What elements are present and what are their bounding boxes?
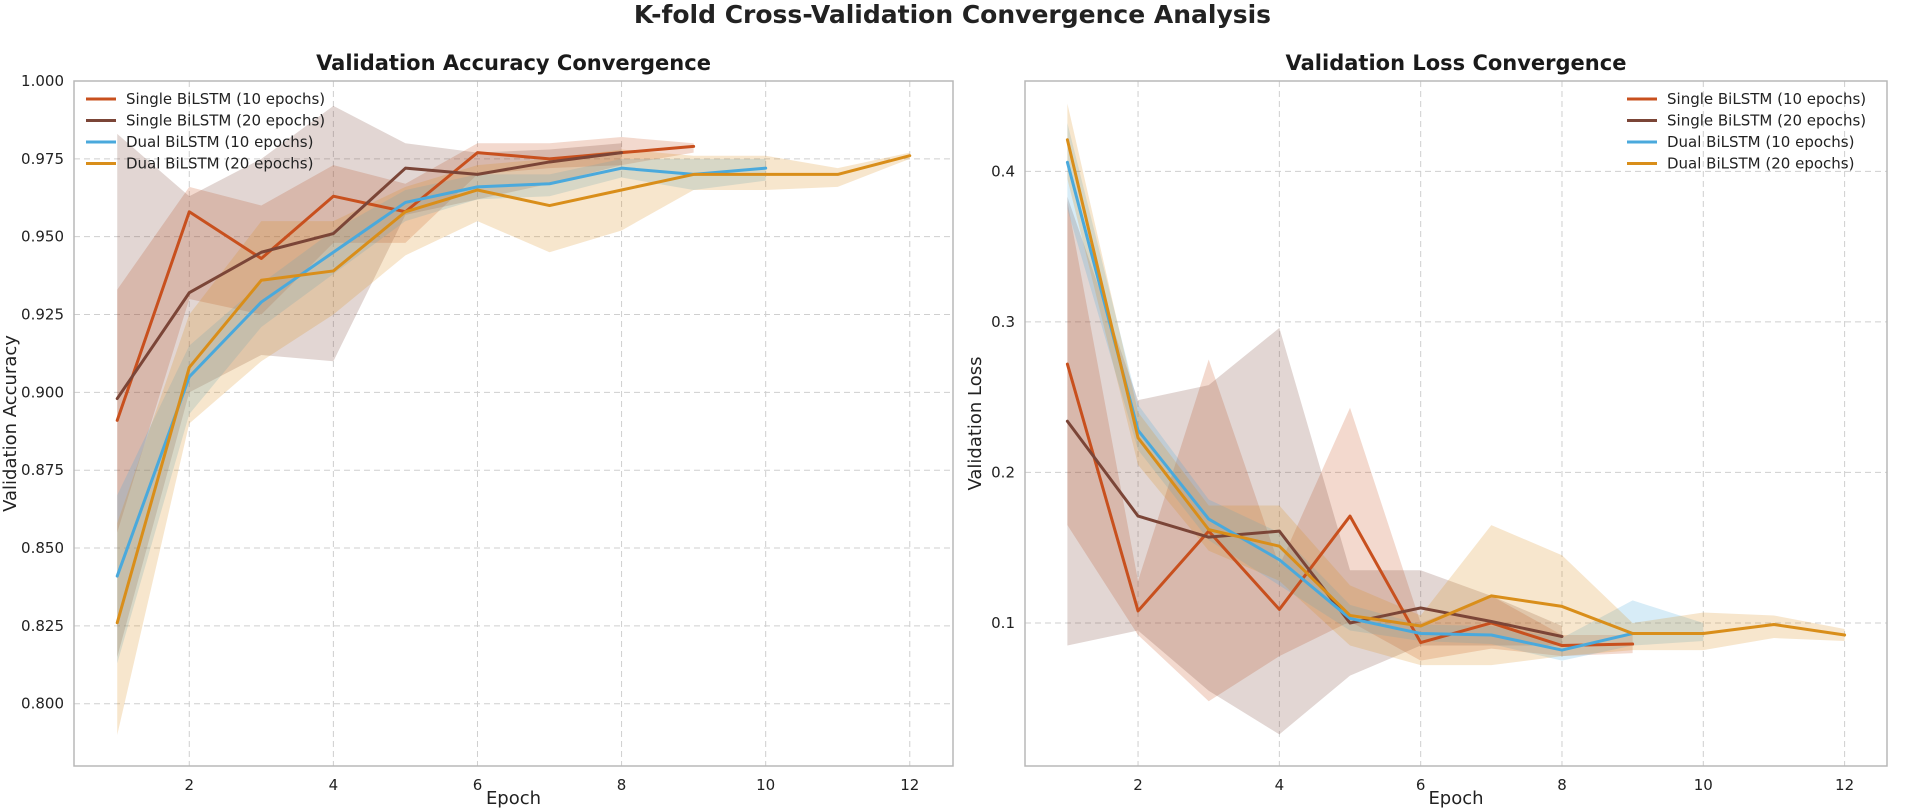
chart0-band-dual-bilstm-10-epochs bbox=[117, 158, 766, 664]
chart0-y-tick-label-1: 0.825 bbox=[21, 617, 64, 635]
chart0-line-dual-bilstm-20-epochs bbox=[115, 154, 912, 625]
chart1-x-axis-label: Epoch bbox=[1428, 788, 1483, 809]
chart0-x-tick-label-4: 10 bbox=[756, 776, 775, 794]
chart0-legend-label-dual-bilstm-10-epochs: Dual BiLSTM (10 epochs) bbox=[126, 133, 313, 151]
chart1-band-single-bilstm-20-epochs bbox=[1067, 196, 1562, 735]
chart0-y-tick-label-7: 0.975 bbox=[21, 150, 64, 168]
chart0-y-tick-label-0: 0.800 bbox=[21, 695, 64, 713]
chart0-band-single-bilstm-20-epochs bbox=[117, 105, 622, 658]
chart1-band-dual-bilstm-10-epochs bbox=[1067, 123, 1704, 661]
chart1-plot-area bbox=[1025, 81, 1887, 766]
chart0-y-tick-label-5: 0.925 bbox=[21, 306, 64, 324]
chart0-line-dual-bilstm-10-epochs bbox=[115, 166, 768, 578]
chart0-x-axis-label: Epoch bbox=[486, 788, 541, 809]
chart0-y-axis-label: Validation Accuracy bbox=[0, 335, 21, 512]
chart1-x-tick-label-5: 12 bbox=[1835, 776, 1854, 794]
chart0-x-tick-label-1: 4 bbox=[329, 776, 339, 794]
chart0-line-single-bilstm-20-epochs bbox=[115, 151, 624, 401]
chart1-line-dual-bilstm-10-epochs bbox=[1065, 160, 1705, 652]
chart0-legend-label-single-bilstm-10-epochs: Single BiLSTM (10 epochs) bbox=[126, 90, 325, 108]
chart1-x-tick-label-4: 10 bbox=[1694, 776, 1713, 794]
chart1-line-single-bilstm-10-epochs bbox=[1065, 362, 1635, 648]
chart1-legend-label-single-bilstm-10-epochs: Single BiLSTM (10 epochs) bbox=[1667, 90, 1866, 108]
chart1-line-dual-bilstm-20-epochs bbox=[1065, 138, 1847, 637]
chart0-band-dual-bilstm-20-epochs bbox=[117, 149, 910, 735]
chart1-legend-label-dual-bilstm-10-epochs: Dual BiLSTM (10 epochs) bbox=[1667, 133, 1854, 151]
chart1-legend-label-dual-bilstm-20-epochs: Dual BiLSTM (20 epochs) bbox=[1667, 155, 1854, 173]
chart1-y-axis-label: Validation Loss bbox=[965, 356, 986, 490]
chart1-y-tick-label-3: 0.4 bbox=[991, 162, 1015, 180]
chart0-plot-area bbox=[74, 81, 953, 766]
figure-title: K-fold Cross-Validation Convergence Anal… bbox=[633, 0, 1272, 29]
chart0-legend-label-single-bilstm-20-epochs: Single BiLSTM (20 epochs) bbox=[126, 112, 325, 130]
chart1-band-single-bilstm-10-epochs bbox=[1067, 201, 1633, 702]
chart0-band-single-bilstm-10-epochs bbox=[117, 137, 694, 533]
chart1-y-tick-label-1: 0.2 bbox=[991, 463, 1015, 481]
chart0-y-tick-label-4: 0.900 bbox=[21, 383, 64, 401]
chart1-x-tick-label-2: 6 bbox=[1416, 776, 1426, 794]
chart0-axes-frame bbox=[73, 80, 954, 767]
chart1-band-dual-bilstm-20-epochs bbox=[1067, 103, 1845, 666]
chart0-y-tick-label-3: 0.875 bbox=[21, 461, 64, 479]
chart0-x-tick-label-3: 8 bbox=[617, 776, 627, 794]
chart0-legend-label-dual-bilstm-20-epochs: Dual BiLSTM (20 epochs) bbox=[126, 155, 313, 173]
chart0-y-tick-label-2: 0.850 bbox=[21, 539, 64, 557]
chart1-y-tick-label-0: 0.1 bbox=[991, 614, 1015, 632]
chart1-legend-label-single-bilstm-20-epochs: Single BiLSTM (20 epochs) bbox=[1667, 112, 1866, 130]
chart0-x-tick-label-2: 6 bbox=[473, 776, 483, 794]
chart0-title: Validation Accuracy Convergence bbox=[316, 51, 711, 75]
chart1-axes-frame bbox=[1024, 80, 1888, 767]
chart0-y-tick-label-8: 1.000 bbox=[21, 72, 64, 90]
chart1-x-tick-label-1: 4 bbox=[1275, 776, 1285, 794]
chart1-title: Validation Loss Convergence bbox=[1286, 51, 1627, 75]
chart0-x-tick-label-5: 12 bbox=[900, 776, 919, 794]
chart1-y-tick-label-2: 0.3 bbox=[991, 313, 1015, 331]
chart1-x-tick-label-0: 2 bbox=[1133, 776, 1143, 794]
chart1-line-single-bilstm-20-epochs bbox=[1065, 419, 1564, 639]
chart1-x-tick-label-3: 8 bbox=[1557, 776, 1567, 794]
chart0-x-tick-label-0: 2 bbox=[185, 776, 195, 794]
chart0-y-tick-label-6: 0.950 bbox=[21, 228, 64, 246]
